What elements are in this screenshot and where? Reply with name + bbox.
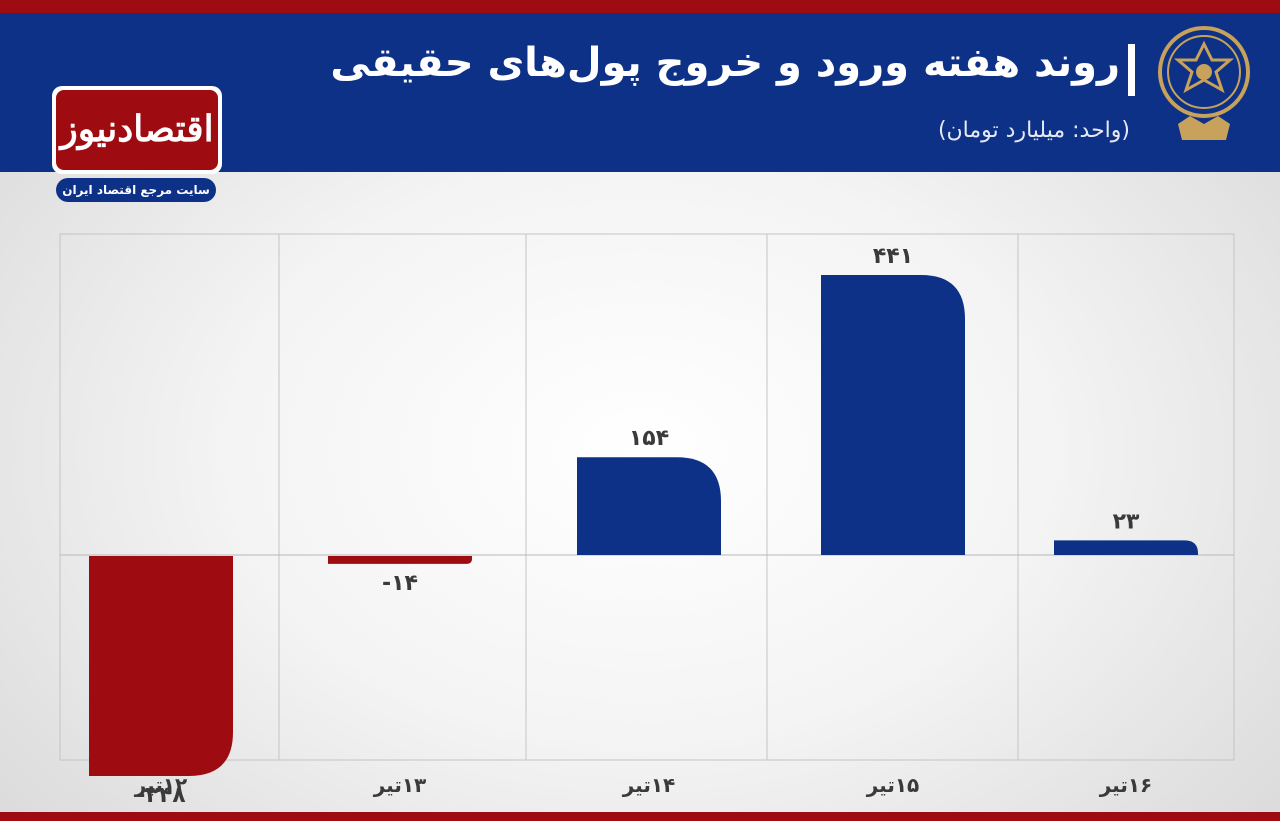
brand-tagline: سایت مرجع اقتصاد ایران <box>56 178 216 202</box>
category-label: ۱۶تیر <box>1099 773 1153 797</box>
bar <box>328 556 472 564</box>
exchange-seal-logo <box>1158 26 1250 140</box>
category-label: ۱۴تیر <box>622 773 676 797</box>
bar <box>1054 540 1198 555</box>
bar <box>89 556 233 776</box>
data-label: ۱۵۴ <box>629 426 669 451</box>
title-divider <box>1128 44 1135 96</box>
bottom-accent-strip <box>0 812 1280 821</box>
plot-frame <box>59 233 1235 761</box>
brand-name: اقتصادنیوز <box>56 90 218 170</box>
category-label: ۱۲تیر <box>134 773 188 797</box>
unit-subtitle: (واحد: میلیارد تومان) <box>937 118 1130 143</box>
data-label: ۲۳ <box>1113 509 1140 534</box>
page-title: روند هفته ورود و خروج پول‌های حقیقی <box>330 40 1120 86</box>
category-label: ۱۳تیر <box>373 773 427 797</box>
data-label: -۳۴۸ <box>136 783 186 808</box>
data-label: -۱۴ <box>382 571 418 596</box>
brand-logo[interactable]: اقتصادنیوز <box>52 86 222 174</box>
category-label: ۱۵تیر <box>866 773 920 797</box>
data-label: ۴۴۱ <box>873 244 913 269</box>
bar <box>577 457 721 555</box>
top-accent-strip <box>0 0 1280 13</box>
bar <box>821 275 965 555</box>
